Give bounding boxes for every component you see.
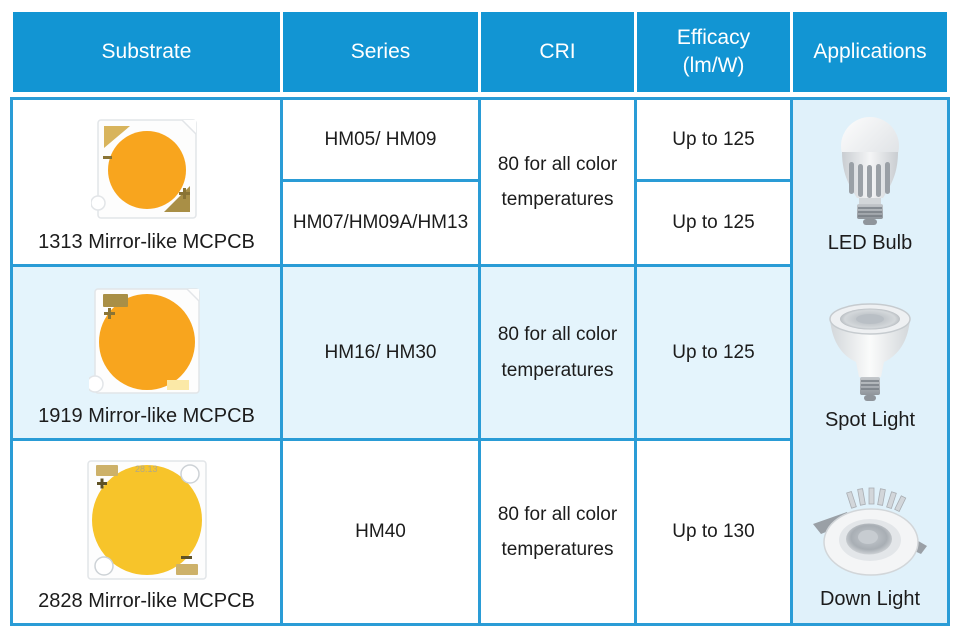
substrate-cell-2828: 28.13 2828 Mirror-like MCPCB	[13, 441, 283, 623]
substrate-cell-1919: 1919 Mirror-like MCPCB	[13, 267, 283, 441]
efficacy-header-line1: Efficacy	[676, 25, 751, 49]
application-led-bulb: LED Bulb	[811, 100, 929, 267]
spec-table: Substrate Series CRI Efficacy (lm/W) App…	[10, 12, 950, 626]
column-header-efficacy: Efficacy (lm/W)	[637, 12, 793, 92]
series-cell-hm05-hm09: HM05/ HM09	[283, 100, 481, 182]
efficacy-cell-row2: Up to 125	[637, 267, 793, 441]
column-header-applications: Applications	[793, 12, 947, 92]
efficacy-cell-row1b: Up to 125	[637, 182, 793, 267]
cri-cell-row3: 80 for all color temperatures	[481, 441, 637, 623]
spot-light-image	[829, 303, 911, 401]
series-cell-hm07-hm09a-hm13: HM07/HM09A/HM13	[283, 182, 481, 267]
substrate-label: 1313 Mirror-like MCPCB	[38, 231, 255, 253]
application-label: Down Light	[819, 588, 921, 610]
series-cell-hm40: HM40	[283, 441, 481, 623]
cri-cell-row1: 80 for all color temperatures	[481, 100, 637, 267]
substrate-label: 1919 Mirror-like MCPCB	[38, 405, 255, 427]
column-header-cri: CRI	[481, 12, 637, 92]
cri-cell-row2: 80 for all color temperatures	[481, 267, 637, 441]
substrate-cell-1313: 1313 Mirror-like MCPCB	[13, 100, 283, 267]
efficacy-cell-row1a: Up to 125	[637, 100, 793, 182]
svg-text:28.13: 28.13	[135, 464, 158, 474]
table-header-row: Substrate Series CRI Efficacy (lm/W) App…	[10, 12, 950, 92]
cob-1313-image	[90, 119, 197, 219]
cob-1919-image	[88, 288, 200, 394]
efficacy-cell-row3: Up to 130	[637, 441, 793, 623]
substrate-label: 2828 Mirror-like MCPCB	[38, 590, 255, 612]
efficacy-header-line2: (lm/W)	[682, 54, 745, 77]
application-label: LED Bulb	[827, 232, 913, 254]
table-body: 1313 Mirror-like MCPCB HM05/ HM09 80 for…	[10, 97, 950, 626]
application-label: Spot Light	[824, 409, 916, 431]
series-cell-hm16-hm30: HM16/ HM30	[283, 267, 481, 441]
column-header-substrate: Substrate	[13, 12, 283, 92]
column-header-series: Series	[283, 12, 481, 92]
application-down-light: Down Light	[811, 444, 929, 623]
application-spot-light: Spot Light	[811, 267, 929, 444]
led-bulb-image	[841, 117, 899, 225]
applications-cell: LED Bulb	[793, 100, 947, 623]
cob-2828-image: 28.13	[86, 460, 207, 580]
down-light-image	[813, 487, 927, 576]
